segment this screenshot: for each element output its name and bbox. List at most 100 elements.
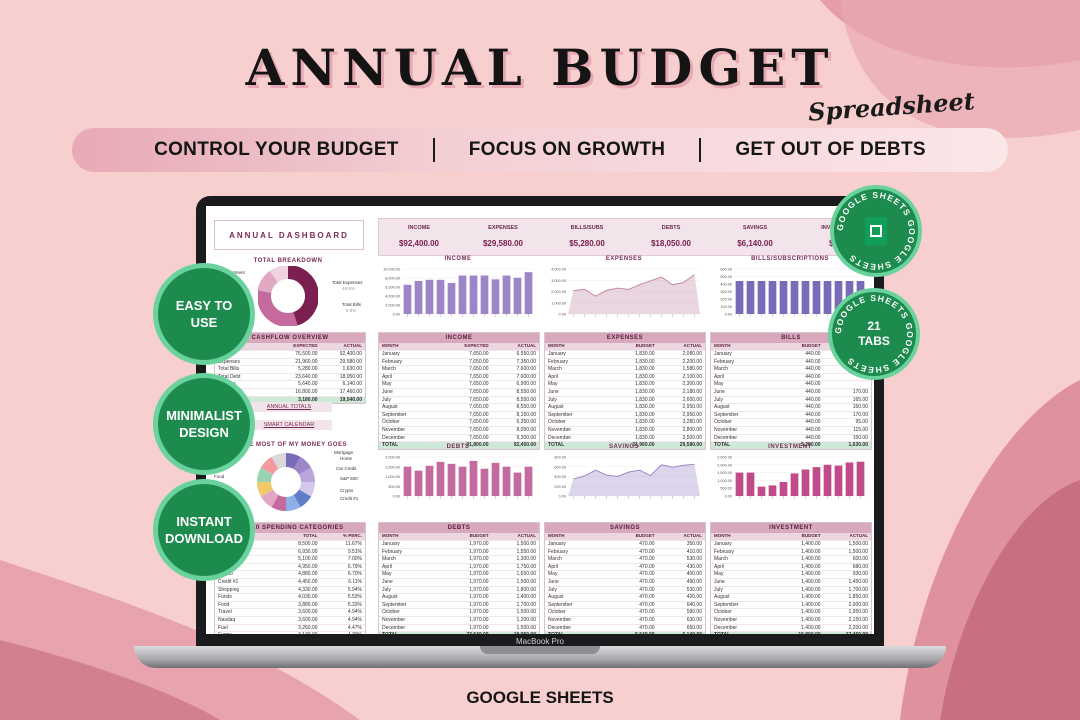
table-header: EXPECTED — [293, 343, 318, 348]
table-cell: 6,900.00 — [516, 381, 536, 388]
tabs-badge: GOOGLE SHEETS GOOGLE SHEETS 21 TABS — [832, 292, 916, 376]
table-header: ACTUAL — [683, 533, 702, 538]
table-cell: 16,800.00 — [776, 632, 823, 634]
y-tick-label: 0.00 — [393, 313, 400, 317]
donut-slice — [260, 456, 279, 475]
bar — [425, 279, 434, 314]
bar — [524, 272, 533, 314]
table-row: March 1,830.00 1,580.00 — [545, 365, 705, 373]
table-row: Total Debt 23,640.00 18,050.00 — [215, 372, 365, 381]
table-row: February 7,650.00 7,350.00 — [379, 357, 539, 366]
table-cell: 7,650.00 — [469, 434, 489, 441]
table-header-row: MONTH BUDGET ACTUAL — [711, 533, 871, 540]
table-cashflow-overview: CASHFLOW OVERVIEWCATEGORYEXPECTEDACTUALI… — [214, 332, 366, 405]
table-cell: 1,500.00 — [848, 541, 868, 547]
tagline-3: GET OUT OF DEBTS — [735, 139, 926, 160]
bar — [790, 281, 799, 314]
bar — [845, 281, 854, 314]
bar — [823, 464, 832, 496]
table-cell: January — [714, 351, 732, 357]
table-income: INCOME MONTH EXPECTED ACTUAL January 7,650.00… — [378, 332, 540, 450]
table-cell: TOTAL — [714, 442, 731, 449]
table-cell: 440.00 — [805, 434, 821, 441]
table-title: CASHFLOW OVERVIEW — [215, 333, 365, 343]
table-cell: April — [548, 563, 559, 570]
table-cell: June — [382, 578, 393, 585]
bar — [757, 281, 766, 314]
table-cell: 2,600.00 — [682, 396, 702, 403]
kpi-label: BILLS/SUBS — [570, 225, 604, 231]
bar — [779, 481, 788, 496]
area-fill — [568, 464, 700, 496]
table-cell: 7,650.00 — [469, 426, 489, 433]
chart-expenses: 4,000.00 3,000.00 2,000.00 1,000.00 0.00 — [551, 268, 700, 317]
table-row: December 440.00 150.00 — [711, 433, 871, 442]
bar — [414, 470, 423, 496]
table-cell: 1,830.00 — [635, 373, 655, 380]
table-cell: 7,650.00 — [469, 404, 489, 411]
chart-title: EXPENSES — [605, 256, 643, 262]
y-tick-label: 10,000.00 — [383, 268, 400, 272]
table-cell: 7,650.00 — [469, 388, 489, 395]
table-row: September 1,970.00 1,700.00 — [379, 600, 539, 609]
table-cell: Expenses — [218, 358, 240, 365]
table-cell: February — [548, 548, 569, 555]
table-cell: 3,260.00 — [298, 624, 318, 631]
table-cell: December — [714, 624, 738, 631]
table-cell: TOTAL — [379, 632, 444, 634]
table-cell: 1,300.00 — [516, 556, 536, 563]
table-cell: 7,650.00 — [469, 396, 489, 403]
laptop-base — [134, 646, 946, 668]
table-row: Travel 3,600.00 4.94% — [215, 608, 365, 616]
table-row: April 7,650.00 7,600.00 — [379, 372, 539, 381]
y-tick-label: 200.00 — [720, 298, 732, 302]
table-cell: April — [548, 373, 559, 380]
table-cell: 23,640.00 — [295, 373, 318, 380]
bar — [480, 468, 489, 496]
link-smart-calendar[interactable]: SMART CALENDAR — [246, 420, 332, 430]
table-cell: October — [382, 419, 400, 426]
table-row: Credit #1 4,450.00 6.11% — [215, 577, 365, 586]
bar — [436, 279, 445, 314]
bar — [513, 277, 522, 314]
table-cell: 6,140.00 — [658, 632, 705, 634]
y-tick-label: 2,000.00 — [717, 463, 732, 467]
table-cell: 470.00 — [639, 548, 655, 555]
bar — [834, 281, 843, 314]
table-cell: 150.00 — [852, 404, 868, 411]
donut-label: Mortgage — [334, 450, 354, 455]
table-cell: May — [714, 381, 724, 388]
y-tick-label: 6,000.00 — [385, 286, 400, 290]
table-cell: 7,650.00 — [469, 358, 489, 365]
kpi-label: DEBTS — [661, 225, 681, 231]
table-cell: 5,640.00 — [298, 381, 318, 388]
donut-slice — [258, 290, 298, 326]
table-header: MONTH — [382, 533, 399, 538]
table-cell: 23,640.00 — [444, 632, 491, 634]
kpi-value: $18,050.00 — [650, 239, 692, 248]
table-row: August 440.00 150.00 — [711, 403, 871, 411]
tabs-count: 21 TABS — [858, 319, 890, 348]
table-row: October 1,400.00 1,950.00 — [711, 608, 871, 616]
table-cell: July — [382, 586, 391, 593]
table-row: September 7,650.00 8,150.00 — [379, 410, 539, 419]
table-cell: 170.00 — [852, 411, 868, 418]
table-cell: 1,830.00 — [635, 419, 655, 426]
table-row: March 440.00 — [711, 365, 871, 373]
table-cell: 92,400.00 — [513, 442, 536, 449]
table-expenses: EXPENSES MONTH BUDGET ACTUAL January 1,830.00… — [544, 332, 706, 450]
table-cell: 8,550.00 — [516, 388, 536, 395]
table-cell: 600.00 — [852, 556, 868, 563]
table-row: Shopping 4,330.00 5.94% — [215, 585, 365, 594]
table-cell: 1,400.00 — [801, 556, 821, 563]
link-annual-totals[interactable]: ANNUAL TOTALS — [246, 402, 332, 412]
table-cell: 5.94% — [347, 586, 362, 593]
table-cell: 3,600.00 — [298, 609, 318, 616]
table-cell: 1,200.00 — [516, 616, 536, 623]
table-cell: 1,970.00 — [469, 601, 489, 608]
table-row: August 1,830.00 2,950.00 — [545, 403, 705, 411]
badge-instant-download: INSTANT DOWNLOAD — [158, 484, 250, 576]
section-title: WHERE MOST OF MY MONEY GOES — [229, 442, 347, 448]
bar — [757, 486, 766, 496]
